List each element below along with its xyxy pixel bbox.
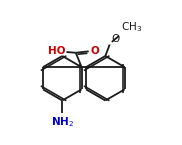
Text: O: O: [111, 34, 119, 44]
Text: CH$_3$: CH$_3$: [121, 21, 142, 35]
Text: NH$_2$: NH$_2$: [51, 115, 74, 129]
Text: HO: HO: [48, 46, 66, 56]
Text: O: O: [90, 46, 99, 56]
